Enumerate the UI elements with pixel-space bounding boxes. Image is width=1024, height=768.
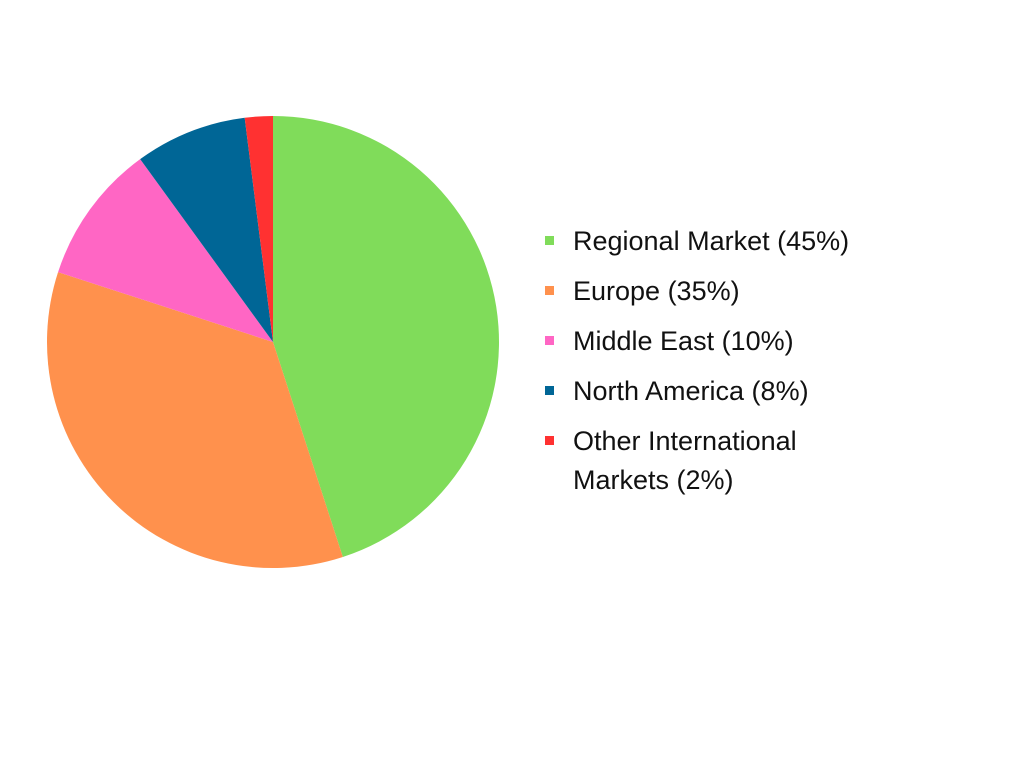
legend-item-north-america: North America (8%) xyxy=(545,372,925,411)
chart-legend: Regional Market (45%) Europe (35%) Middl… xyxy=(545,222,925,511)
pie-slice-other-international-markets xyxy=(244,116,273,342)
legend-swatch-regional-market xyxy=(545,236,554,245)
legend-swatch-europe xyxy=(545,286,554,295)
legend-swatch-north-america xyxy=(545,386,554,395)
legend-label-middle-east: Middle East (10%) xyxy=(573,326,794,356)
pie-slices xyxy=(46,116,499,568)
legend-label-regional-market: Regional Market (45%) xyxy=(573,226,850,256)
legend-label-europe: Europe (35%) xyxy=(573,276,740,306)
legend-label-other-international-markets: Other International Markets (2%) xyxy=(573,426,797,495)
legend-swatch-middle-east xyxy=(545,336,554,345)
legend-swatch-other-international-markets xyxy=(545,436,554,445)
pie-slice-north-america xyxy=(140,117,273,342)
pie-slice-middle-east xyxy=(58,159,274,342)
legend-item-regional-market: Regional Market (45%) xyxy=(545,222,925,261)
legend-label-north-america: North America (8%) xyxy=(573,376,809,406)
pie-slice-europe xyxy=(46,272,343,568)
legend-item-europe: Europe (35%) xyxy=(545,272,925,311)
legend-item-middle-east: Middle East (10%) xyxy=(545,322,925,361)
legend-item-other-international-markets: Other International Markets (2%) xyxy=(545,422,925,500)
pie-slice-regional-market xyxy=(273,116,499,557)
